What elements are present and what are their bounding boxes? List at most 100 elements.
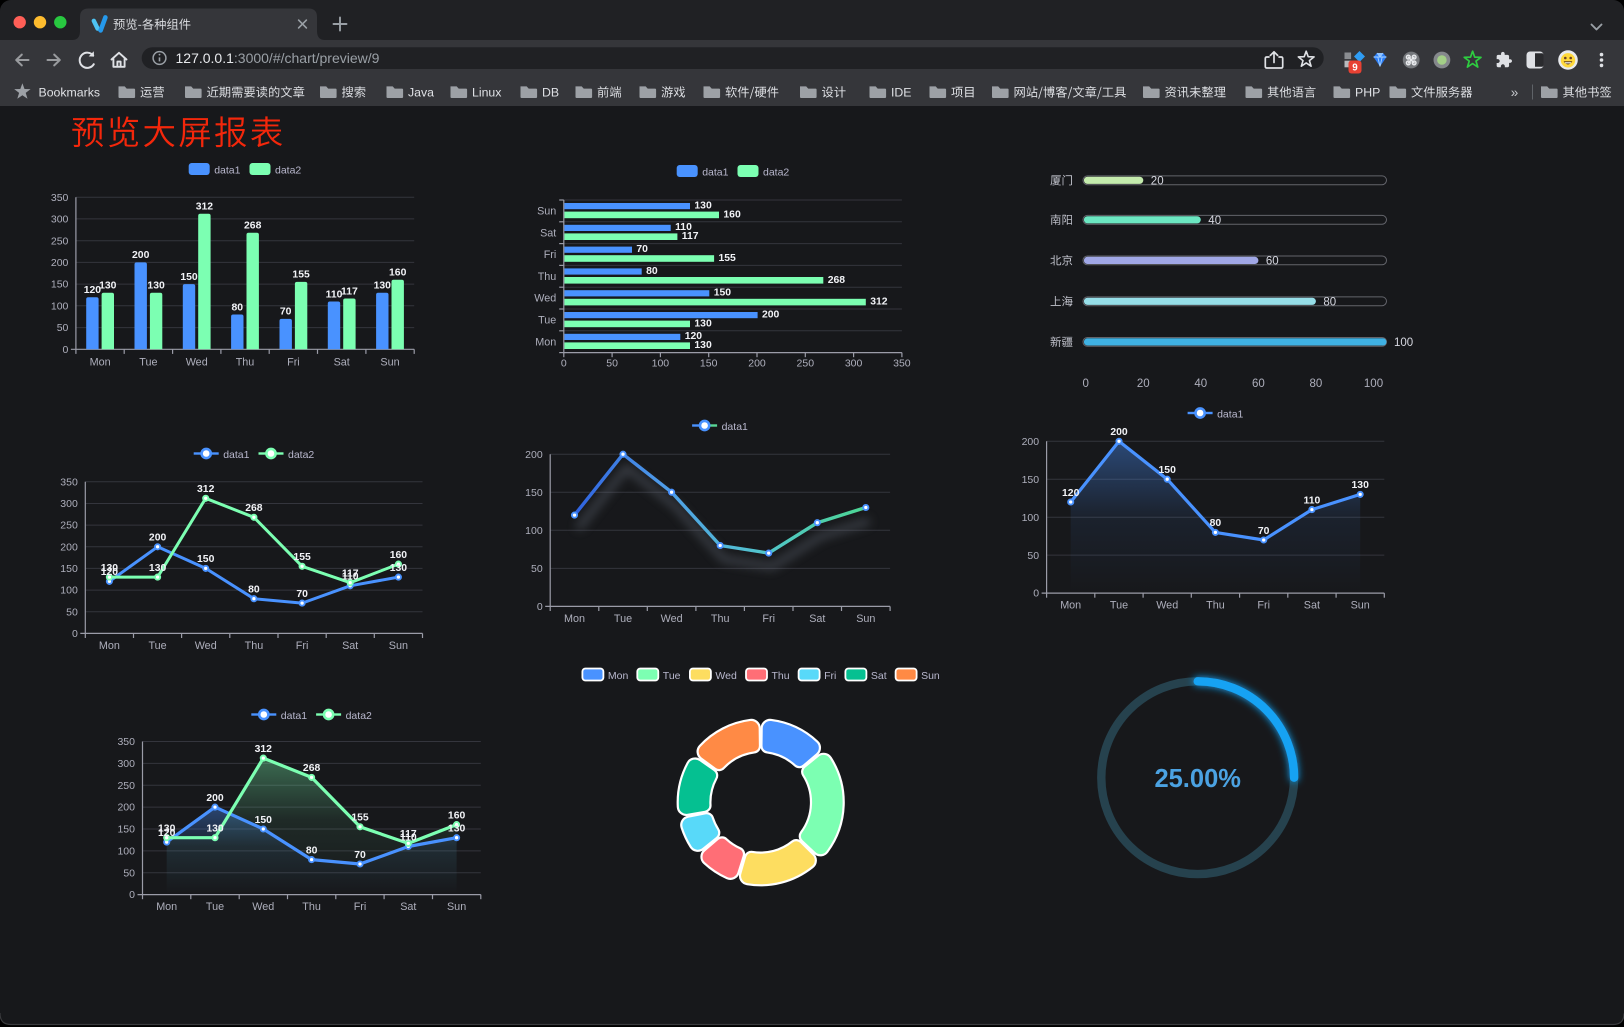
- svg-text:268: 268: [244, 221, 262, 232]
- svg-text:130: 130: [374, 281, 392, 292]
- svg-text:130: 130: [147, 281, 165, 292]
- svg-text:350: 350: [893, 358, 911, 370]
- svg-text:Tue: Tue: [663, 670, 681, 682]
- svg-text:Sun: Sun: [921, 670, 940, 682]
- svg-text:100: 100: [1394, 337, 1413, 349]
- svg-text:70: 70: [354, 850, 366, 861]
- svg-text:Sat: Sat: [342, 640, 358, 652]
- svg-text:110: 110: [342, 572, 359, 583]
- svg-text:Wed: Wed: [534, 293, 556, 305]
- svg-text:150: 150: [1159, 465, 1177, 476]
- svg-text:160: 160: [390, 550, 408, 561]
- svg-text:»: »: [1511, 85, 1519, 100]
- svg-text:130: 130: [99, 281, 117, 292]
- svg-text:127.0.0.1: 127.0.0.1: [176, 50, 235, 66]
- svg-text:312: 312: [197, 484, 215, 495]
- svg-text:117: 117: [342, 569, 359, 580]
- svg-text:20: 20: [1151, 175, 1164, 187]
- svg-text:100: 100: [525, 525, 543, 537]
- svg-text:50: 50: [606, 358, 618, 370]
- svg-text:250: 250: [51, 235, 69, 247]
- svg-text:20: 20: [1137, 378, 1150, 390]
- svg-text:50: 50: [123, 867, 135, 879]
- svg-text:150: 150: [525, 487, 543, 499]
- svg-text:Tue: Tue: [148, 640, 166, 652]
- svg-text:150: 150: [180, 272, 198, 283]
- svg-text:50: 50: [57, 322, 69, 334]
- svg-text:25.00%: 25.00%: [1154, 765, 1241, 793]
- svg-text:Wed: Wed: [195, 640, 217, 652]
- svg-text:117: 117: [400, 829, 417, 840]
- svg-text:80: 80: [646, 266, 658, 277]
- svg-text:Tue: Tue: [139, 356, 157, 368]
- svg-text:Fri: Fri: [824, 670, 836, 682]
- svg-text:80: 80: [232, 302, 244, 313]
- svg-text:300: 300: [845, 358, 863, 370]
- svg-text:155: 155: [293, 552, 311, 563]
- svg-text:200: 200: [60, 541, 78, 553]
- svg-text:110: 110: [1304, 495, 1321, 506]
- svg-text:350: 350: [51, 192, 69, 204]
- svg-text:Tue: Tue: [614, 613, 632, 625]
- svg-text:130: 130: [206, 824, 224, 835]
- svg-text:Fri: Fri: [287, 356, 300, 368]
- svg-text:Java: Java: [408, 86, 434, 100]
- svg-text:40: 40: [1194, 378, 1207, 390]
- svg-text:312: 312: [255, 744, 273, 755]
- svg-text:200: 200: [762, 309, 780, 320]
- svg-text:150: 150: [1022, 474, 1040, 486]
- svg-text:160: 160: [723, 209, 741, 220]
- svg-text:Sat: Sat: [400, 901, 416, 913]
- svg-text:200: 200: [748, 358, 766, 370]
- svg-text:300: 300: [60, 498, 78, 510]
- svg-text:Sun: Sun: [389, 640, 408, 652]
- svg-text:Fri: Fri: [354, 901, 367, 913]
- svg-text:100: 100: [51, 300, 69, 312]
- svg-text:0: 0: [1082, 378, 1088, 390]
- svg-text:data1: data1: [722, 421, 748, 433]
- svg-text:312: 312: [196, 202, 214, 213]
- svg-text:Mon: Mon: [608, 670, 629, 682]
- svg-text:80: 80: [1210, 518, 1222, 529]
- svg-text:Thu: Thu: [1206, 600, 1225, 612]
- svg-text:130: 130: [1352, 480, 1370, 491]
- svg-text:300: 300: [117, 758, 135, 770]
- svg-text:160: 160: [389, 268, 407, 279]
- svg-text:160: 160: [448, 810, 466, 821]
- svg-text:130: 130: [694, 318, 712, 329]
- svg-text:data1: data1: [223, 449, 249, 461]
- svg-text:80: 80: [306, 845, 318, 856]
- svg-text:60: 60: [1252, 378, 1265, 390]
- svg-text:0: 0: [561, 358, 567, 370]
- svg-text:150: 150: [700, 358, 718, 370]
- svg-text:Fri: Fri: [762, 613, 775, 625]
- svg-text:117: 117: [682, 231, 699, 242]
- svg-text:117: 117: [341, 286, 358, 297]
- svg-text:Wed: Wed: [186, 356, 208, 368]
- svg-text:110: 110: [675, 222, 692, 233]
- svg-text:110: 110: [326, 289, 343, 300]
- svg-text:9: 9: [1352, 62, 1358, 73]
- svg-text:Sat: Sat: [334, 356, 350, 368]
- svg-text:IDE: IDE: [891, 86, 912, 100]
- svg-text:50: 50: [1027, 550, 1039, 562]
- svg-text:Sat: Sat: [1304, 600, 1320, 612]
- svg-text::3000/#/chart/preview/9: :3000/#/chart/preview/9: [234, 50, 380, 66]
- svg-text:100: 100: [117, 846, 135, 858]
- svg-text:250: 250: [60, 520, 78, 532]
- svg-text:130: 130: [390, 563, 408, 574]
- svg-text:Bookmarks: Bookmarks: [39, 86, 101, 100]
- svg-text:0: 0: [129, 889, 135, 901]
- svg-text:Wed: Wed: [661, 613, 683, 625]
- svg-text:Sat: Sat: [809, 613, 825, 625]
- svg-text:50: 50: [531, 563, 543, 575]
- svg-text:200: 200: [51, 257, 69, 269]
- svg-text:Tue: Tue: [538, 315, 556, 327]
- svg-text:data1: data1: [702, 166, 728, 178]
- svg-text:Linux: Linux: [472, 86, 502, 100]
- svg-text:Thu: Thu: [538, 271, 557, 283]
- svg-text:70: 70: [280, 307, 292, 318]
- svg-text:Fri: Fri: [1257, 600, 1270, 612]
- svg-text:0: 0: [537, 601, 543, 613]
- svg-text:Tue: Tue: [206, 901, 224, 913]
